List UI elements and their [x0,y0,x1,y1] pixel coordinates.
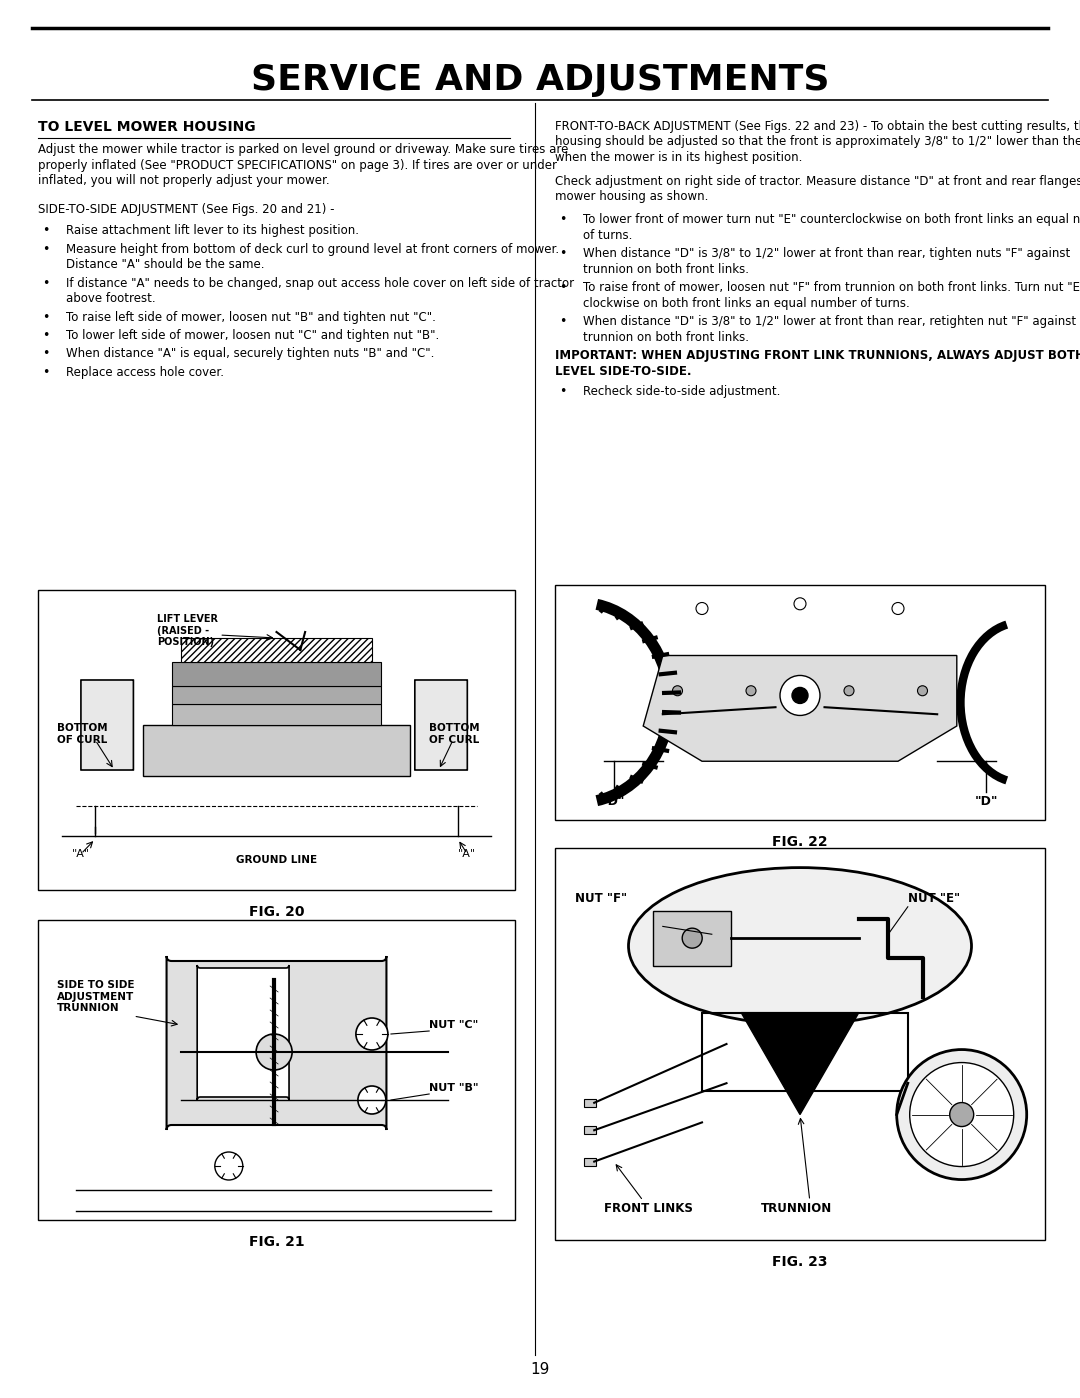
Text: FRONT LINKS: FRONT LINKS [604,1202,693,1215]
Text: housing should be adjusted so that the front is approximately 3/8" to 1/2" lower: housing should be adjusted so that the f… [555,136,1080,148]
Text: of turns.: of turns. [583,229,633,242]
Text: BOTTOM
OF CURL: BOTTOM OF CURL [57,723,108,745]
Text: properly inflated (See "PRODUCT SPECIFICATIONS" on page 3). If tires are over or: properly inflated (See "PRODUCT SPECIFIC… [38,158,557,172]
Bar [653,910,731,966]
FancyBboxPatch shape [415,679,468,770]
Text: FIG. 21: FIG. 21 [248,1234,305,1248]
Bar [38,920,515,1220]
Circle shape [215,1152,243,1180]
Text: If distance "A" needs to be changed, snap out access hole cover on left side of : If distance "A" needs to be changed, sna… [66,277,575,289]
Text: Replace access hole cover.: Replace access hole cover. [66,366,224,379]
Polygon shape [644,656,957,762]
Circle shape [949,1103,974,1127]
Text: To raise left side of mower, loosen nut "B" and tighten nut "C".: To raise left side of mower, loosen nut … [66,310,436,323]
Bar [584,1099,596,1107]
Circle shape [746,686,756,696]
Text: Check adjustment on right side of tractor. Measure distance "D" at front and rea: Check adjustment on right side of tracto… [555,175,1080,187]
Text: mower housing as shown.: mower housing as shown. [555,190,708,203]
Bar [172,686,381,705]
Text: inflated, you will not properly adjust your mower.: inflated, you will not properly adjust y… [38,173,329,187]
Text: trunnion on both front links.: trunnion on both front links. [583,263,750,275]
Text: Recheck side-to-side adjustment.: Recheck side-to-side adjustment. [583,386,781,398]
Ellipse shape [629,868,972,1025]
Text: "D": "D" [602,794,625,808]
Text: LEVEL SIDE-TO-SIDE.: LEVEL SIDE-TO-SIDE. [555,365,691,377]
Bar [181,637,372,663]
Text: TRUNNION: TRUNNION [760,1202,832,1215]
Text: When distance "D" is 3/8" to 1/2" lower at front than rear, tighten nuts "F" aga: When distance "D" is 3/8" to 1/2" lower … [583,247,1070,260]
Text: clockwise on both front links an equal number of turns.: clockwise on both front links an equal n… [583,296,909,310]
Text: SIDE-TO-SIDE ADJUSTMENT (See Figs. 20 and 21) -: SIDE-TO-SIDE ADJUSTMENT (See Figs. 20 an… [38,204,335,217]
Text: When distance "A" is equal, securely tighten nuts "B" and "C".: When distance "A" is equal, securely tig… [66,348,434,361]
Text: To lower front of mower turn nut "E" counterclockwise on both front links an equ: To lower front of mower turn nut "E" cou… [583,214,1080,226]
Text: •: • [559,316,566,329]
Text: FRONT-TO-BACK ADJUSTMENT (See Figs. 22 and 23) - To obtain the best cutting resu: FRONT-TO-BACK ADJUSTMENT (See Figs. 22 a… [555,120,1080,133]
Text: •: • [42,242,50,256]
Text: FIG. 23: FIG. 23 [772,1255,827,1269]
Text: NUT "C": NUT "C" [429,1021,478,1030]
Text: •: • [42,224,50,238]
Bar [584,1158,596,1166]
Circle shape [909,1062,1014,1166]
Text: •: • [42,329,50,343]
Text: SERVICE AND ADJUSTMENTS: SERVICE AND ADJUSTMENTS [251,63,829,96]
Bar [555,584,1045,821]
FancyBboxPatch shape [198,965,289,1100]
Text: •: • [42,310,50,323]
Circle shape [683,928,702,948]
Text: •: • [559,386,566,398]
Circle shape [896,1050,1027,1180]
Text: Distance "A" should be the same.: Distance "A" should be the same. [66,259,265,271]
Text: •: • [42,277,50,289]
Circle shape [357,1086,386,1114]
Text: SIDE TO SIDE
ADJUSTMENT
TRUNNION: SIDE TO SIDE ADJUSTMENT TRUNNION [57,980,135,1014]
Polygon shape [741,1012,859,1114]
FancyBboxPatch shape [166,956,387,1130]
Circle shape [792,688,808,703]
Text: "D": "D" [974,794,998,808]
Text: "A": "A" [71,849,90,858]
Circle shape [918,686,928,696]
Text: Adjust the mower while tractor is parked on level ground or driveway. Make sure : Adjust the mower while tractor is parked… [38,143,568,157]
Text: IMPORTANT: WHEN ADJUSTING FRONT LINK TRUNNIONS, ALWAYS ADJUST BOTH EQUALLY SO MO: IMPORTANT: WHEN ADJUSTING FRONT LINK TRU… [555,350,1080,362]
Bar [38,590,515,891]
Circle shape [673,686,683,696]
Text: NUT "F": NUT "F" [575,892,626,906]
Text: above footrest.: above footrest. [66,292,156,305]
Text: GROUND LINE: GROUND LINE [235,856,318,865]
Text: 19: 19 [530,1363,550,1377]
Bar [555,849,1045,1240]
Text: BOTTOM
OF CURL: BOTTOM OF CURL [429,723,480,745]
Bar [143,726,410,776]
Text: trunnion on both front links.: trunnion on both front links. [583,331,750,344]
Text: LIFT LEVER
(RAISED -
POSITION): LIFT LEVER (RAISED - POSITION) [158,614,218,647]
Bar [172,663,381,686]
Circle shape [780,675,820,716]
Text: To raise front of mower, loosen nut "F" from trunnion on both front links. Turn : To raise front of mower, loosen nut "F" … [583,281,1080,295]
Text: To lower left side of mower, loosen nut "C" and tighten nut "B".: To lower left side of mower, loosen nut … [66,329,440,343]
Text: •: • [42,366,50,379]
Text: "A": "A" [458,849,476,858]
Text: NUT "B": NUT "B" [429,1083,478,1093]
Text: •: • [559,281,566,295]
Circle shape [843,686,854,696]
Bar [172,705,381,726]
Text: Raise attachment lift lever to its highest position.: Raise attachment lift lever to its highe… [66,224,359,238]
Text: •: • [559,214,566,226]
Text: FIG. 20: FIG. 20 [248,905,305,918]
Text: TO LEVEL MOWER HOUSING: TO LEVEL MOWER HOUSING [38,120,256,134]
Text: •: • [559,247,566,260]
Text: NUT "E": NUT "E" [908,892,960,906]
Text: when the mower is in its highest position.: when the mower is in its highest positio… [555,151,802,164]
Bar [702,1012,908,1090]
Bar [584,1127,596,1134]
FancyBboxPatch shape [81,679,134,770]
Text: Measure height from bottom of deck curl to ground level at front corners of mowe: Measure height from bottom of deck curl … [66,242,559,256]
Circle shape [356,1018,388,1050]
Text: When distance "D" is 3/8" to 1/2" lower at front than rear, retighten nut "F" ag: When distance "D" is 3/8" to 1/2" lower … [583,316,1076,329]
Text: •: • [42,348,50,361]
Text: FIG. 22: FIG. 22 [772,835,827,849]
Circle shape [256,1035,292,1069]
